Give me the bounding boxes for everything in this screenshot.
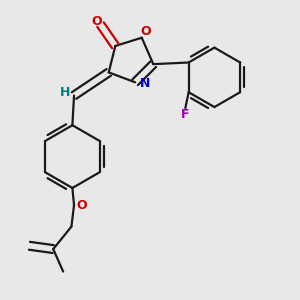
Text: O: O	[140, 25, 151, 38]
Text: N: N	[140, 77, 150, 91]
Text: O: O	[76, 199, 87, 212]
Text: F: F	[181, 107, 190, 121]
Text: H: H	[60, 86, 70, 99]
Text: O: O	[92, 15, 103, 28]
